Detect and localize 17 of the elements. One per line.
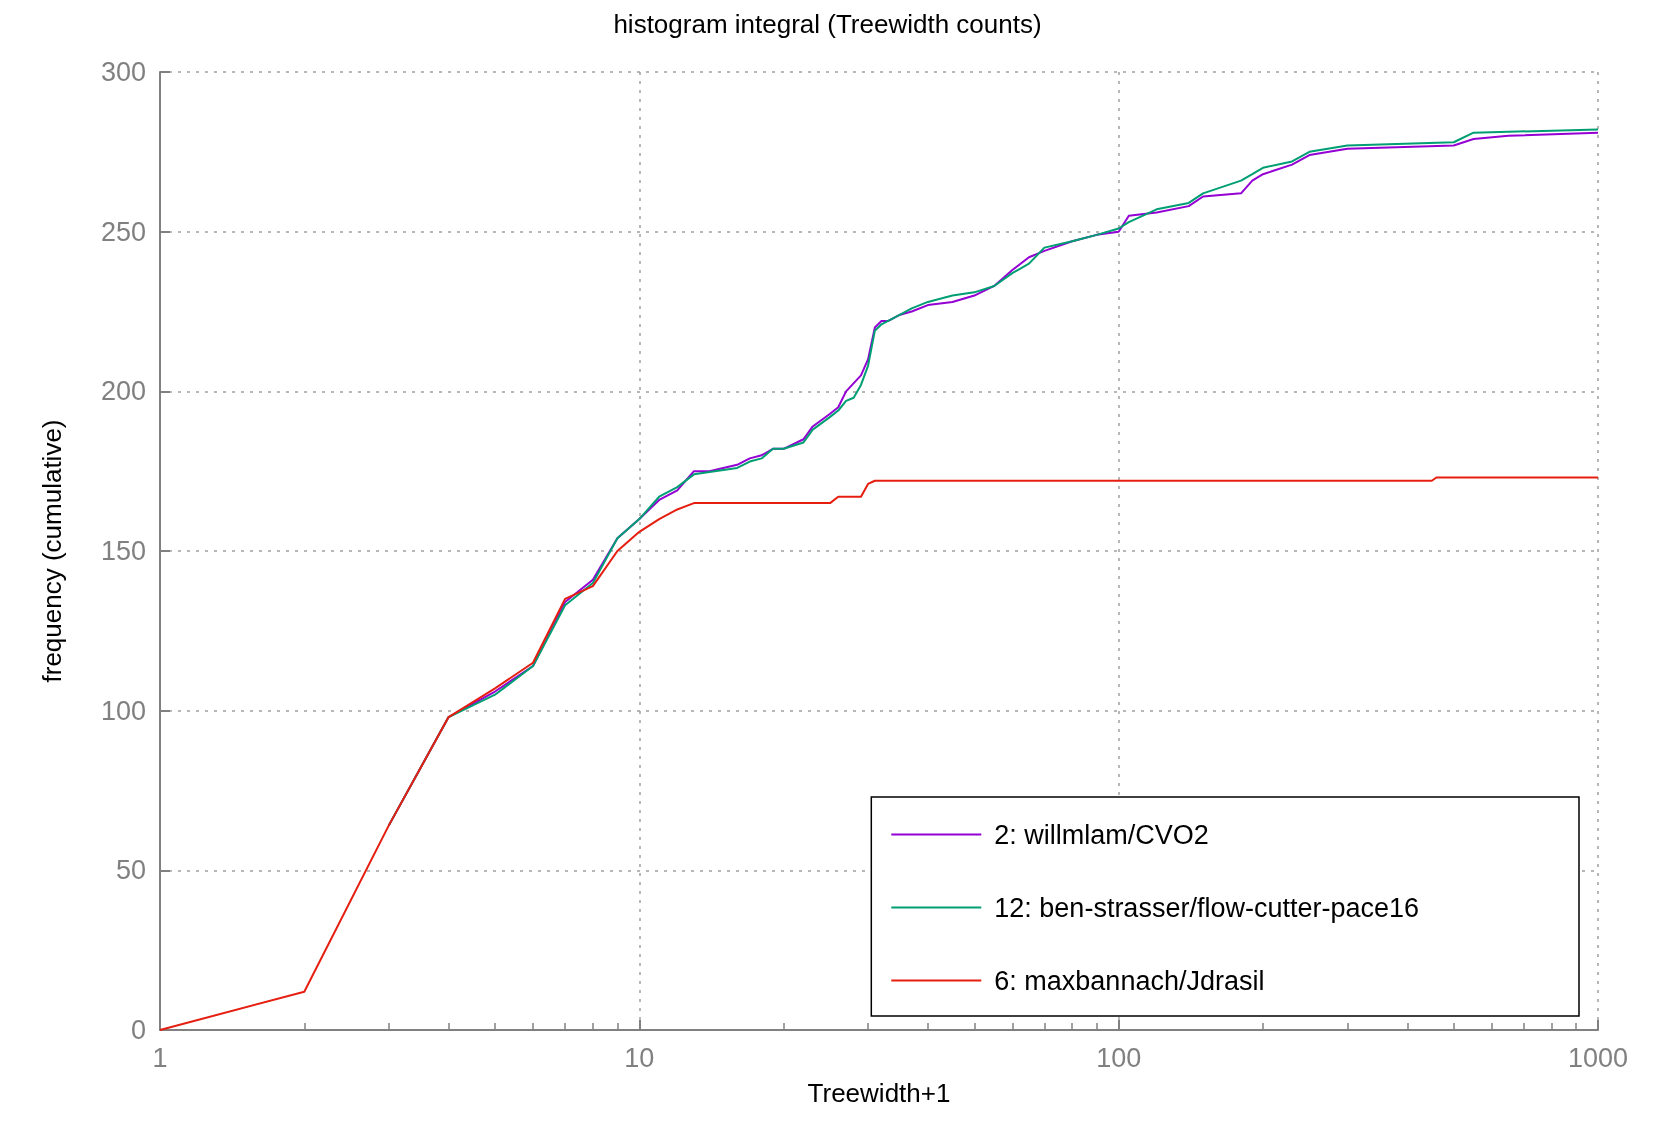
chart-title: histogram integral (Treewidth counts) [613,9,1042,39]
y-axis-title: frequency (cumulative) [37,419,67,683]
y-tick-label: 0 [130,1015,146,1045]
y-tick-label: 300 [100,57,146,87]
x-tick-label: 1000 [1567,1042,1629,1073]
y-tick-label: 250 [100,216,146,247]
legend-label: 12: ben-strasser/flow-cutter-pace16 [994,892,1420,923]
y-tick-label: 100 [100,695,146,726]
legend-label: 6: maxbannach/Jdrasil [994,965,1265,996]
x-tick-label: 100 [1096,1042,1142,1073]
y-tick-label: 150 [100,536,146,566]
x-axis-title: Treewidth+1 [807,1078,951,1108]
legend-label: 2: willmlam/CVO2 [994,819,1209,850]
x-tick-label: 10 [624,1042,655,1073]
y-tick-label: 200 [100,376,146,407]
y-tick-label: 50 [115,855,146,886]
x-tick-label: 1 [152,1042,168,1073]
